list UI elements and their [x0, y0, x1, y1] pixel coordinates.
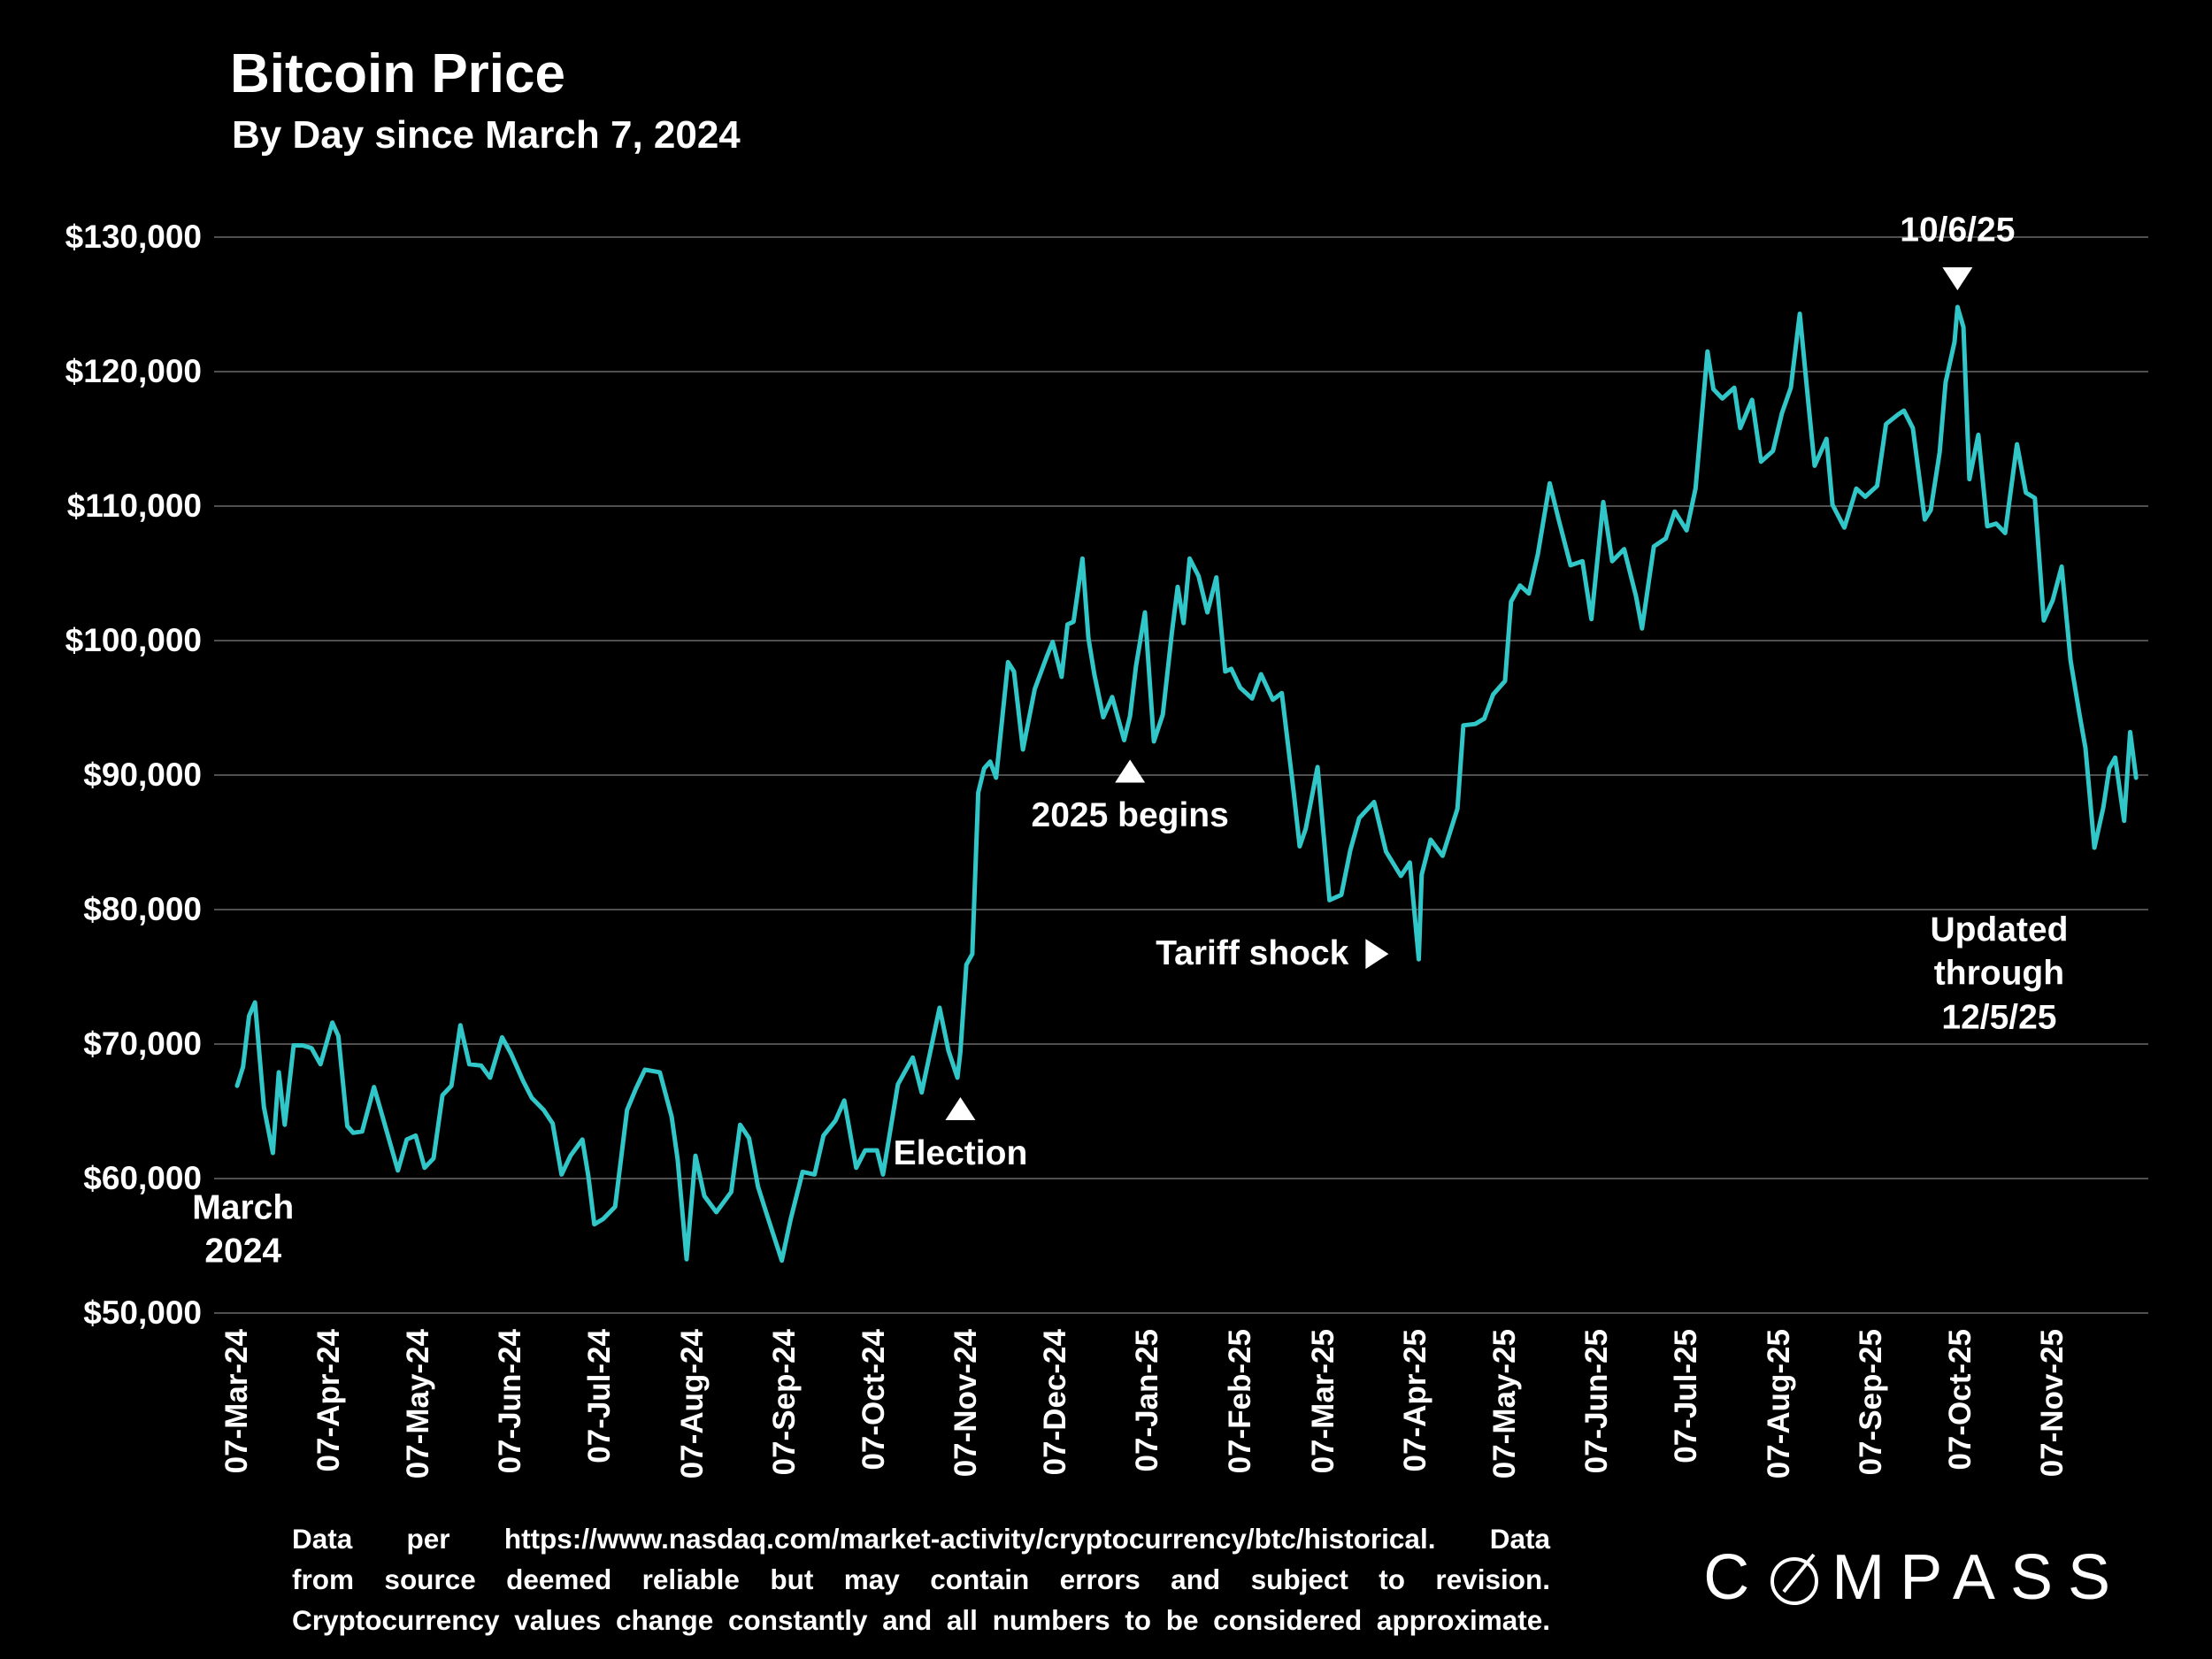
x-axis-label: 07-Jun-24: [493, 1329, 528, 1474]
x-axis-label: 07-Aug-24: [674, 1329, 710, 1479]
x-axis-label: 07-Feb-25: [1222, 1329, 1257, 1474]
x-axis-label: 07-Oct-24: [856, 1329, 891, 1471]
y-axis-label: $70,000: [83, 1025, 202, 1062]
y-axis-label: $100,000: [65, 622, 202, 658]
x-axis-label: 07-Oct-25: [1942, 1329, 1978, 1471]
y-axis-label: $130,000: [65, 219, 202, 255]
logo-text-left: C: [1703, 1542, 1765, 1613]
annotation-peak-10-6-25: 10/6/25: [1900, 211, 2016, 250]
disclaimer-line: Data per https://www.nasdaq.com/market-a…: [292, 1523, 1550, 1555]
y-axis-label: $50,000: [83, 1294, 202, 1331]
annotation-year-2025-begins: 2025 begins: [1031, 796, 1229, 835]
compass-logo: C MPASS: [1703, 1541, 2125, 1614]
tariff-shock-marker-icon: [1365, 939, 1389, 970]
page-subtitle: By Day since March 7, 2024: [232, 113, 741, 157]
disclaimer-line: Cryptocurrency values change constantly …: [292, 1604, 1550, 1636]
x-axis-label: 07-Mar-25: [1305, 1329, 1340, 1474]
year-2025-begins-marker-icon: [1115, 759, 1146, 783]
compass-icon: [1770, 1553, 1819, 1605]
y-axis-label: $110,000: [66, 488, 202, 524]
x-axis-label: 07-Apr-24: [311, 1329, 347, 1472]
price-line: [234, 304, 2139, 1263]
x-axis-label: 07-Sep-24: [766, 1329, 802, 1476]
x-axis-label: 07-Aug-25: [1761, 1329, 1796, 1479]
y-axis-label: $60,000: [83, 1160, 202, 1196]
x-axis-label: 07-May-25: [1487, 1329, 1523, 1479]
annotation-tariff-shock: Tariff shock: [1156, 934, 1349, 973]
election-marker-icon: [945, 1096, 976, 1120]
x-axis-label: 07-Mar-24: [219, 1329, 254, 1474]
y-axis-label: $90,000: [83, 757, 202, 793]
annotation-start-label: March 2024: [192, 1188, 295, 1271]
annotation-updated-through: Updated through 12/5/25: [1930, 910, 2069, 1037]
annotation-election: Election: [893, 1133, 1028, 1172]
x-axis-label: 07-Dec-24: [1038, 1329, 1073, 1476]
y-axis-label: $80,000: [83, 891, 202, 927]
y-axis-label: $120,000: [65, 353, 202, 389]
x-axis-label: 07-Jul-25: [1669, 1329, 1704, 1463]
x-axis-label: 07-Jan-25: [1130, 1329, 1165, 1472]
x-axis-label: 07-Jul-24: [582, 1329, 618, 1463]
logo-text-right: MPASS: [1832, 1542, 2125, 1613]
page-title: Bitcoin Price: [230, 43, 565, 104]
disclaimer-line: from source deemed reliable but may cont…: [292, 1563, 1550, 1595]
x-axis-label: 07-May-24: [401, 1329, 436, 1479]
source-disclaimer: Data per https://www.nasdaq.com/market-a…: [292, 1518, 1550, 1640]
x-axis-label: 07-Nov-24: [949, 1329, 984, 1478]
peak-10-6-25-marker-icon: [1942, 267, 1973, 291]
x-axis-label: 07-Sep-25: [1853, 1329, 1888, 1476]
x-axis-label: 07-Apr-25: [1398, 1329, 1433, 1472]
x-axis-label: 07-Nov-25: [2035, 1329, 2070, 1478]
x-axis-label: 07-Jun-25: [1579, 1329, 1615, 1474]
